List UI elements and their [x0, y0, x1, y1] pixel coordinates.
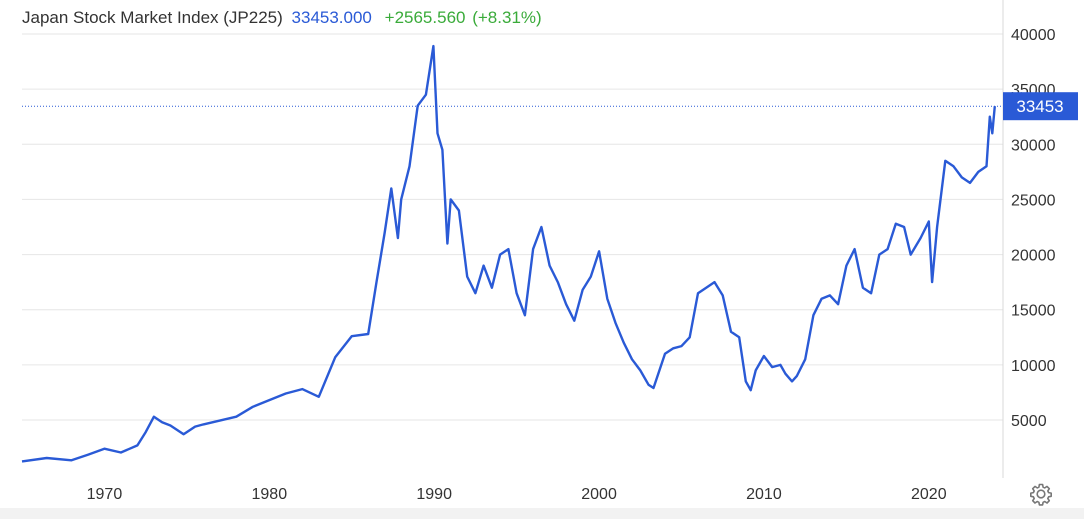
- y-tick-label: 10000: [1011, 358, 1056, 375]
- y-tick-label: 20000: [1011, 248, 1056, 265]
- grid-lines: [22, 33, 1003, 421]
- last-price: 33453.000: [291, 8, 372, 27]
- x-axis-ticks: 1970 1980 1990 2000 2010 2020: [87, 486, 947, 503]
- price-change-percent: (+8.31%): [472, 8, 542, 27]
- gear-icon: [1030, 483, 1052, 506]
- y-tick-label: 40000: [1011, 27, 1056, 44]
- bottom-strip: [0, 508, 1084, 519]
- x-tick-label: 1970: [87, 486, 123, 503]
- chart-header: Japan Stock Market Index (JP225) 33453.0…: [22, 8, 542, 28]
- x-tick-label: 2010: [746, 486, 782, 503]
- last-value-label: 33453: [1016, 97, 1063, 116]
- x-tick-label: 2000: [581, 486, 617, 503]
- y-tick-label: 15000: [1011, 303, 1056, 320]
- chart-settings-button[interactable]: [1029, 482, 1053, 506]
- x-tick-label: 1980: [252, 486, 288, 503]
- x-tick-label: 2020: [911, 486, 947, 503]
- price-change: +2565.560: [384, 8, 466, 27]
- y-tick-label: 25000: [1011, 192, 1056, 209]
- last-value-badge-bg: [1003, 92, 1078, 121]
- y-tick-label: 5000: [1011, 413, 1047, 430]
- series-line: [21, 44, 996, 463]
- last-value-badge: 33453: [1003, 92, 1078, 121]
- x-tick-label: 1990: [416, 486, 452, 503]
- y-tick-label: 30000: [1011, 137, 1056, 154]
- chart-title: Japan Stock Market Index (JP225): [22, 8, 283, 27]
